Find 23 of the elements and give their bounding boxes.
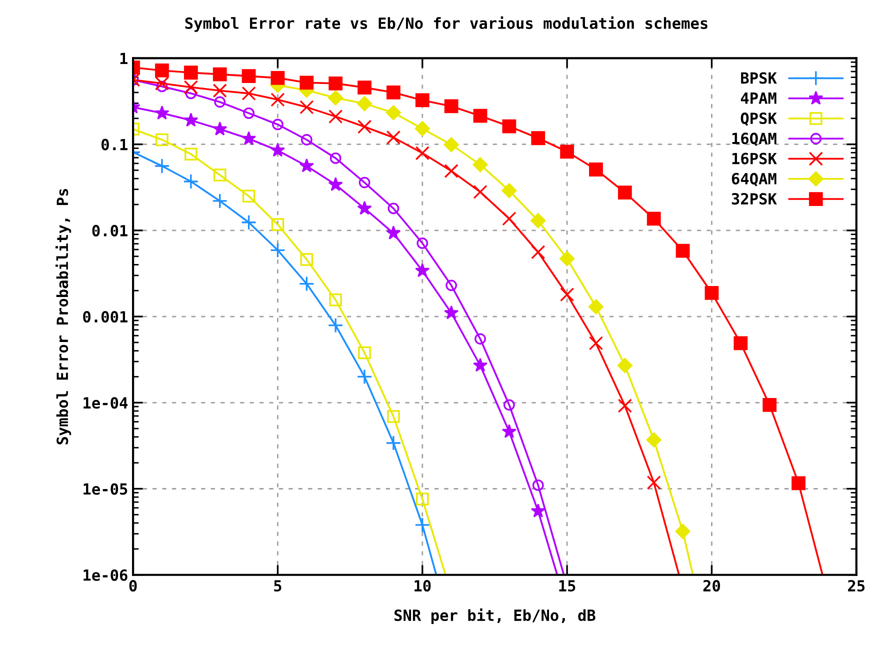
x-tick-label: 0: [129, 580, 137, 592]
x-tick-label: 15: [559, 580, 576, 592]
y-tick-label: 0.1: [102, 138, 128, 150]
y-axis-title: Symbol Error Probability, Ps: [56, 189, 72, 444]
legend-label: QPSK: [740, 112, 777, 126]
y-tick-label: 1e-06: [84, 569, 128, 581]
legend-label: 4PAM: [740, 92, 776, 104]
x-axis-title: SNR per bit, Eb/No, dB: [394, 608, 596, 624]
legend-label: BPSK: [741, 72, 777, 84]
x-tick-label: 20: [703, 580, 720, 592]
legend-label: 32PSK: [732, 193, 777, 205]
y-tick-label: 1e-05: [84, 483, 128, 495]
x-tick-label: 10: [414, 580, 431, 592]
x-tick-label: 25: [848, 580, 865, 592]
legend-label: 16PSK: [732, 152, 777, 164]
legend-label: 64QAM: [732, 172, 776, 186]
y-tick-label: 0.001: [83, 311, 128, 323]
y-tick-label: 1: [120, 52, 128, 64]
legend-label: 16QAM: [732, 132, 776, 146]
x-tick-label: 5: [274, 580, 282, 592]
chart-title: Symbol Error rate vs Eb/No for various modulation schemes: [185, 16, 708, 32]
y-tick-label: 1e-04: [84, 397, 128, 409]
y-tick-label: 0.01: [92, 224, 128, 236]
